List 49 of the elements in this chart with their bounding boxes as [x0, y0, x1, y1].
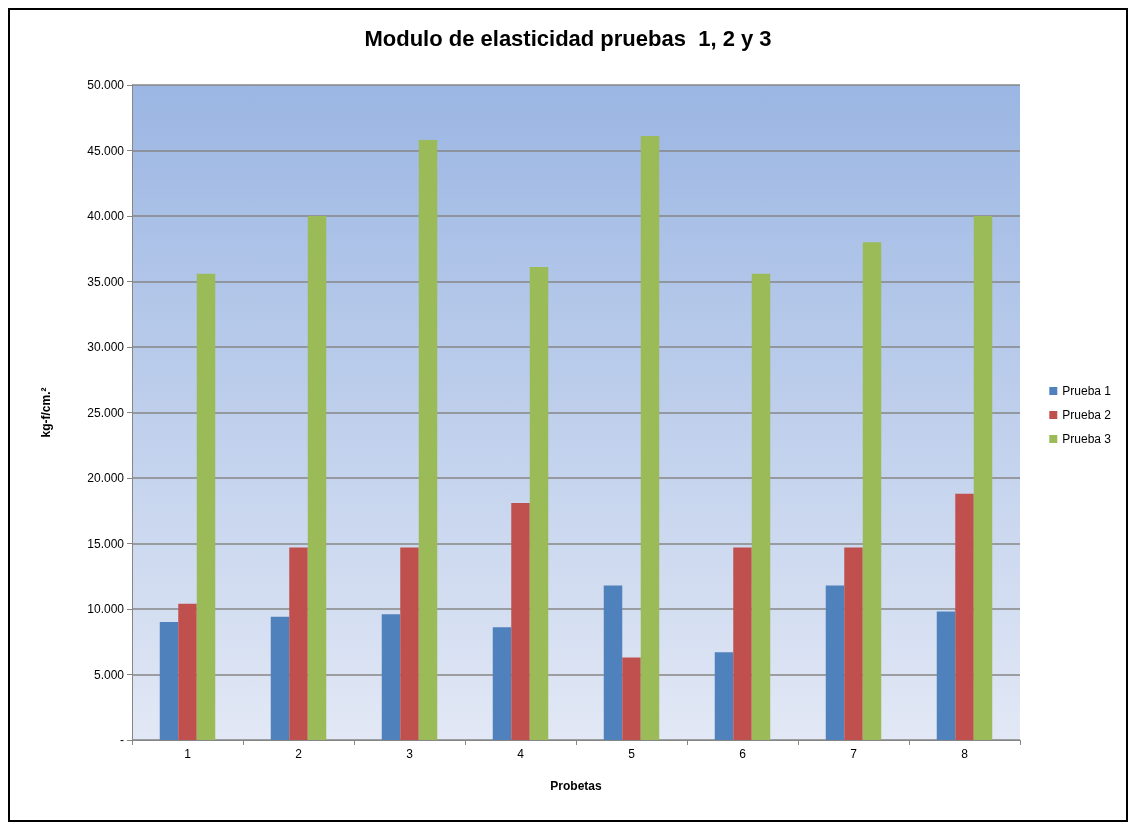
bar	[936, 611, 956, 740]
y-tick-label: 45.000	[87, 143, 125, 158]
chart-title: Modulo de elasticidad pruebas 1, 2 y 3	[364, 25, 772, 51]
y-tick-label: 10.000	[87, 602, 125, 616]
bar	[714, 652, 734, 740]
bar	[492, 627, 512, 740]
bar	[973, 216, 993, 740]
x-tick-label: 7	[850, 747, 858, 761]
bar	[825, 585, 845, 740]
x-tick-label: 4	[517, 747, 525, 761]
y-tick-label: -	[120, 733, 124, 747]
x-tick-label: 1	[184, 747, 192, 761]
x-tick-label: 2	[295, 747, 303, 761]
y-tick-label: 25.000	[87, 405, 125, 420]
bar	[733, 547, 752, 740]
bar	[159, 622, 179, 740]
bar	[529, 267, 549, 740]
x-axis-title: Probetas	[550, 779, 602, 793]
x-tick-label: 5	[628, 747, 636, 761]
y-tick-label: 15.000	[87, 536, 125, 551]
bar	[640, 136, 660, 740]
bar	[751, 273, 771, 740]
x-tick-label: 6	[739, 747, 747, 761]
y-tick-label: 35.000	[87, 274, 125, 289]
bar	[603, 585, 623, 740]
legend-label: Prueba 2	[1062, 408, 1112, 422]
bar	[270, 616, 290, 740]
y-axis-title: kg-f/cm.²	[39, 387, 53, 438]
bar	[381, 614, 401, 740]
bar	[844, 547, 863, 740]
y-tick-label: 5.000	[93, 667, 125, 682]
legend-label: Prueba 1	[1062, 384, 1112, 398]
bar	[289, 547, 308, 740]
x-tick-label: 8	[961, 747, 969, 761]
legend-label: Prueba 3	[1062, 432, 1112, 446]
bar	[511, 502, 530, 740]
bar	[196, 273, 216, 740]
x-tick-label: 3	[406, 747, 414, 761]
bar	[955, 493, 974, 740]
bar	[400, 547, 419, 740]
y-tick-label: 50.000	[87, 78, 125, 92]
y-tick-label: 30.000	[87, 340, 125, 354]
bar	[862, 242, 882, 740]
y-tick-label: 20.000	[87, 471, 125, 485]
bar	[622, 657, 641, 740]
bar	[307, 216, 327, 740]
y-tick-label: 40.000	[87, 209, 125, 223]
bar	[178, 603, 197, 740]
bar	[418, 140, 438, 740]
